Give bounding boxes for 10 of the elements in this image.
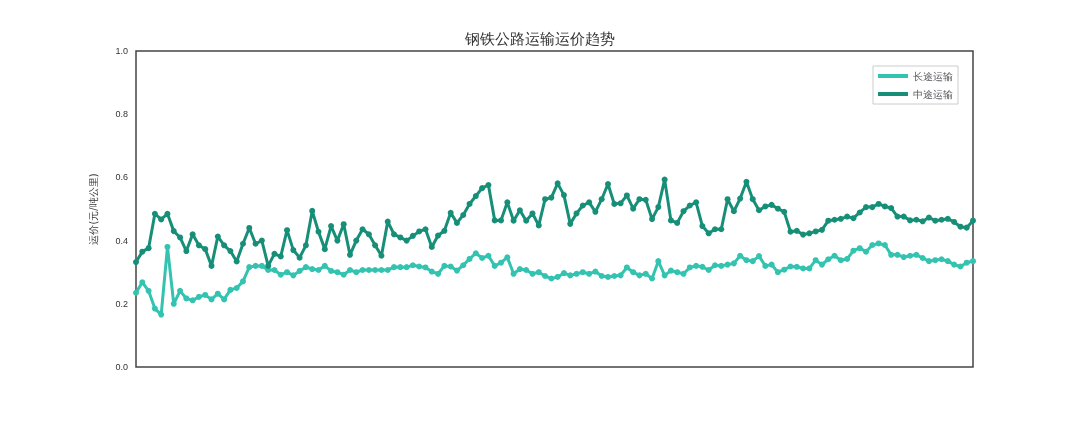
y-tick-label: 1.0 — [115, 46, 128, 56]
y-tick-label: 0.4 — [115, 235, 128, 246]
chart-title: 钢铁公路运输运价趋势 — [464, 29, 615, 48]
y-tick-label: 0.0 — [115, 362, 128, 372]
legend-label: 中途运输 — [913, 88, 953, 100]
y-tick-label: 0.6 — [115, 172, 128, 183]
y-tick-label: 0.2 — [115, 298, 128, 309]
legend-label: 长途运输 — [913, 70, 953, 82]
y-tick-label: 0.8 — [115, 109, 128, 120]
y-axis-title: 运价(元/吨公里) — [87, 173, 99, 245]
